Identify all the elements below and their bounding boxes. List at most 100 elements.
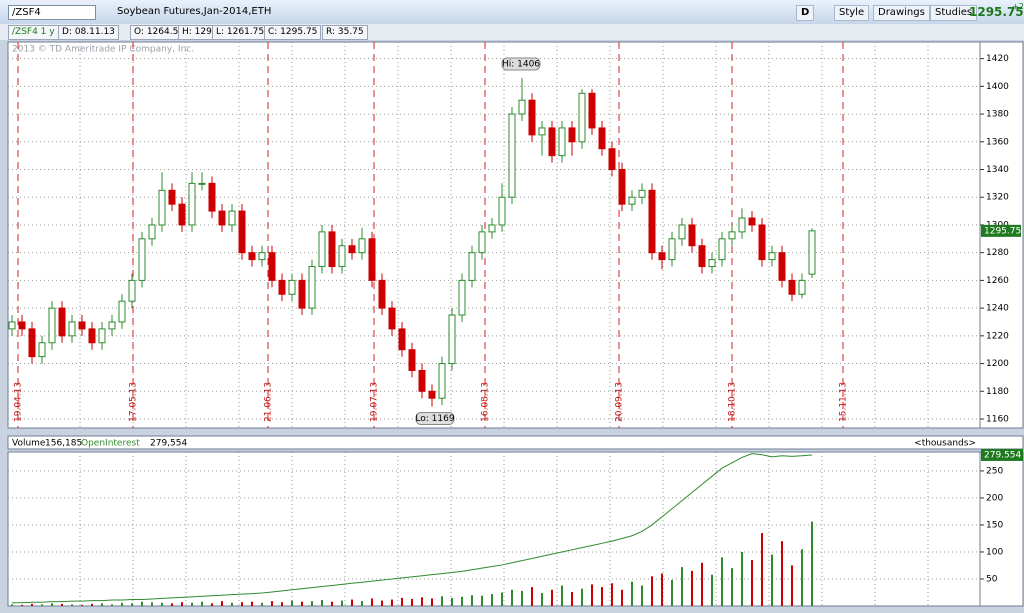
candle-body: [118, 300, 126, 323]
volume-bar: [401, 597, 403, 606]
volume-bar: [31, 603, 33, 606]
volume-bar: [271, 601, 273, 606]
hi-badge: [501, 57, 541, 71]
volume-bar: [391, 599, 393, 606]
candle-body: [528, 99, 536, 136]
volume-bar: [811, 521, 813, 606]
volume-bar: [541, 593, 543, 606]
open-interest-line: [12, 453, 813, 604]
volume-bar: [441, 596, 443, 606]
candle-body: [158, 189, 166, 226]
y-tick-label: 150: [986, 520, 1003, 530]
y-tick-label: 1280: [986, 248, 1009, 258]
candle-body: [698, 245, 706, 268]
oi-last-label: 279.554: [984, 450, 1021, 460]
candle-body: [728, 231, 736, 240]
volume-bar: [321, 600, 323, 606]
candle-body: [808, 230, 816, 275]
candle-body: [318, 231, 326, 268]
volume-bar: [11, 604, 13, 606]
candle-body: [708, 259, 716, 268]
volume-bar: [71, 604, 73, 606]
volume-bar: [591, 584, 593, 606]
candle-body: [648, 189, 656, 254]
volume-bar: [161, 602, 163, 606]
studies-button[interactable]: Studies: [930, 5, 978, 21]
volume-header: [7, 435, 1024, 450]
volume-bar: [311, 601, 313, 606]
y-tick-label: 1400: [986, 82, 1009, 92]
volume-panel-axis: [979, 451, 1024, 607]
candle-body: [778, 252, 786, 281]
oi-badge: [981, 448, 1023, 461]
y-tick-label: 1260: [986, 276, 1009, 286]
volume-bar: [191, 602, 193, 606]
volume-bar: [601, 587, 603, 606]
candle-body: [478, 231, 486, 254]
volume-bar: [101, 603, 103, 606]
volume-bar: [561, 585, 563, 606]
date-label: 19.07.13: [370, 382, 380, 422]
volume-bar: [241, 602, 243, 606]
volume-bar: [361, 601, 363, 606]
candle-body: [558, 127, 566, 157]
volume-bar: [711, 574, 713, 606]
candle-body: [468, 252, 476, 281]
volume-bar: [251, 601, 253, 606]
candle-body: [588, 92, 596, 129]
volume-bar: [261, 602, 263, 606]
date-label: 16.08.13: [481, 382, 491, 422]
candle-body: [368, 238, 376, 281]
volume-bar: [731, 568, 733, 606]
candle-body: [298, 279, 306, 309]
info-bar: /ZSF4 1 y D D: 08.11.13 O: 1264.5 H: 1297.5…: [0, 24, 1024, 40]
change: +2: [1012, 2, 1024, 11]
date-label: 18.10.13: [728, 382, 738, 422]
candle-body: [148, 224, 156, 240]
candle-body: [278, 279, 286, 295]
y-tick-label: 1420: [986, 54, 1009, 64]
candle-body: [548, 127, 556, 157]
volume-bar: [141, 601, 143, 606]
candle-body: [48, 307, 56, 344]
volume-bar: [661, 573, 663, 606]
candle-body: [398, 328, 406, 351]
candle-body: [718, 238, 726, 261]
candle-body: [498, 196, 506, 226]
volume-bar: [221, 601, 223, 606]
volume-bar: [171, 603, 173, 606]
candle-body: [208, 182, 216, 212]
y-tick-label: 1160: [986, 414, 1009, 424]
volume-bar: [761, 533, 763, 606]
legend-value: 156,185: [45, 439, 82, 449]
candle-body: [328, 231, 336, 268]
period-button[interactable]: D: [796, 5, 815, 21]
volume-panel: [7, 451, 981, 607]
candle-body: [128, 279, 136, 302]
volume-bar: [611, 583, 613, 606]
style-button[interactable]: Style: [834, 5, 870, 21]
volume-bar: [231, 602, 233, 606]
info-field: D: 08.11.13: [58, 25, 119, 40]
volume-bar: [291, 600, 293, 606]
symbol-box[interactable]: /ZSF4: [8, 5, 96, 20]
volume-bar: [691, 570, 693, 606]
candle-body: [638, 189, 646, 198]
volume-bar: [351, 599, 353, 606]
y-tick-label: 1180: [986, 387, 1009, 397]
volume-bar: [331, 601, 333, 606]
description: Soybean Futures,Jan-2014,ETH: [117, 6, 272, 17]
legend-name: OpenInterest: [81, 439, 140, 449]
volume-bar: [471, 595, 473, 606]
date-label: 15.11.13: [839, 382, 849, 422]
volume-bar: [501, 592, 503, 606]
volume-bar: [531, 587, 533, 606]
candle-body: [248, 252, 256, 261]
candle-body: [8, 321, 16, 330]
volume-bar: [281, 602, 283, 606]
drawings-button[interactable]: Drawings: [873, 5, 930, 21]
volume-bar: [41, 604, 43, 606]
y-tick-label: 100: [986, 547, 1003, 557]
volume-bar: [431, 598, 433, 606]
